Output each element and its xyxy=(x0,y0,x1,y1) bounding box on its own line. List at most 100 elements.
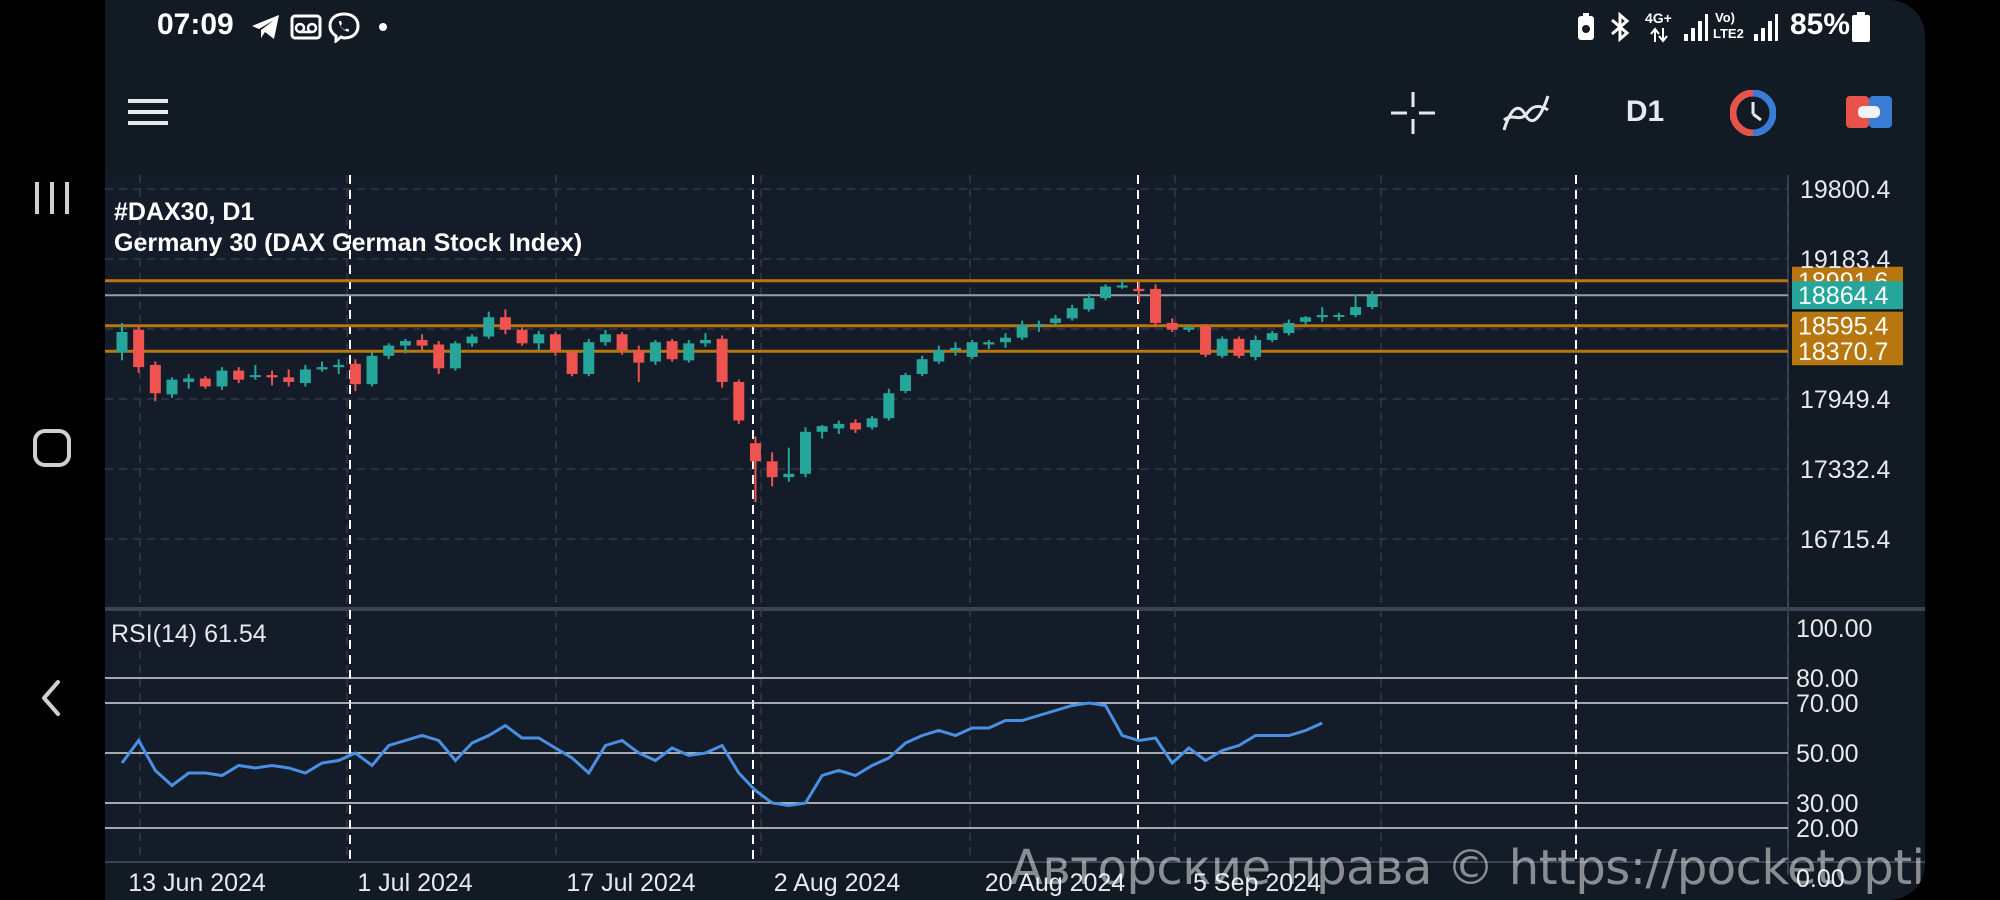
rsi-axis-label: 0.00 xyxy=(1796,865,1845,893)
candle-body xyxy=(1366,295,1378,308)
candle-body xyxy=(749,443,761,462)
date-axis-label: 1 Jul 2024 xyxy=(357,869,472,897)
candle-body xyxy=(683,343,695,361)
candle-body xyxy=(1300,317,1312,322)
alarm-icon xyxy=(1578,13,1594,40)
candle-body xyxy=(1016,325,1028,338)
home-icon[interactable] xyxy=(22,418,82,478)
instrument-name: Germany 30 (DAX German Stock Index) xyxy=(114,229,582,257)
candle-body xyxy=(1333,314,1345,317)
candle-body xyxy=(783,473,795,478)
price-marker-box xyxy=(1792,337,1903,366)
rsi-axis-label: 100.00 xyxy=(1796,615,1872,643)
candle-body xyxy=(1000,337,1012,343)
candle-body xyxy=(533,334,545,344)
candle-body xyxy=(649,342,661,362)
candle-body xyxy=(166,379,178,395)
rsi-panel-background xyxy=(105,612,1788,862)
date-axis-label: 5 Sep 2024 xyxy=(1193,869,1321,897)
candle-body xyxy=(833,423,845,429)
candle-body xyxy=(899,375,911,391)
network-type-indicator: 4G+ xyxy=(1645,10,1677,44)
candle-body xyxy=(483,317,495,337)
clock: 07:09 xyxy=(157,8,234,41)
system-navigation-bar xyxy=(0,0,105,900)
candle-body xyxy=(499,317,511,330)
candle-body xyxy=(366,355,378,385)
copyright-watermark: Авторские права © https://pocketoption.r… xyxy=(1010,840,1925,896)
app-screen: 07:09 4G+ xyxy=(105,0,1925,900)
candle-body xyxy=(233,370,245,380)
candle-body xyxy=(283,377,295,382)
candle-body xyxy=(1350,307,1362,315)
date-axis-label: 2 Aug 2024 xyxy=(774,869,901,897)
candle-body xyxy=(333,364,345,368)
candle-body xyxy=(449,343,461,369)
candle-body xyxy=(1250,339,1262,357)
candle-body xyxy=(466,336,478,344)
rsi-axis-label: 50.00 xyxy=(1796,740,1859,768)
price-axis-label: 17332.4 xyxy=(1800,456,1890,484)
telegram-icon xyxy=(252,15,279,39)
price-marker-label: 18370.7 xyxy=(1798,338,1888,366)
timer-icon[interactable] xyxy=(1730,90,1776,136)
candle-body xyxy=(733,381,745,421)
candle-body xyxy=(1033,324,1045,327)
rsi-axis-label: 70.00 xyxy=(1796,690,1859,718)
indicators-icon[interactable] xyxy=(1500,90,1552,136)
price-axis-label: 17949.4 xyxy=(1800,386,1890,414)
symbol-title: #DAX30, D1 xyxy=(114,198,254,226)
candle-body xyxy=(1066,308,1078,319)
menu-icon[interactable] xyxy=(125,92,171,132)
candle-body xyxy=(799,431,811,474)
candle-body xyxy=(199,378,211,387)
candle-body xyxy=(699,339,711,344)
price-marker-label: 18595.4 xyxy=(1798,313,1888,341)
candle-body xyxy=(416,339,428,346)
chart-axes: 18991.618864.418595.418370.719800.419183… xyxy=(128,176,1903,897)
candle-body xyxy=(1216,338,1228,356)
chart-toolbar: D1 xyxy=(105,52,1925,172)
back-icon[interactable] xyxy=(22,668,82,728)
chart-area[interactable]: 18991.618864.418595.418370.719800.419183… xyxy=(105,0,1925,900)
price-axis-label: 19183.4 xyxy=(1800,246,1890,274)
rsi-panel xyxy=(105,677,1788,829)
candle-body xyxy=(249,375,261,378)
battery-icon xyxy=(1852,12,1870,42)
viber-icon xyxy=(328,12,360,43)
timeframe-button[interactable]: D1 xyxy=(1625,95,1665,128)
candle-body xyxy=(883,393,895,419)
candle-body xyxy=(933,350,945,362)
status-bar: 07:09 4G+ xyxy=(105,0,1925,52)
candle-body xyxy=(1233,338,1245,356)
candle-body xyxy=(916,359,928,374)
candle-body xyxy=(849,422,861,430)
candle-body xyxy=(1116,285,1128,288)
candle-body xyxy=(383,345,395,356)
candle-body xyxy=(1200,326,1212,355)
candle-body xyxy=(966,342,978,357)
candle-body xyxy=(766,461,778,478)
candle-body xyxy=(583,342,595,374)
crosshair-icon[interactable] xyxy=(1388,90,1438,136)
candle-body xyxy=(216,370,228,387)
candle-body xyxy=(1150,288,1162,323)
date-axis-label: 13 Jun 2024 xyxy=(128,869,266,897)
voicemail-icon xyxy=(290,14,322,40)
battery-percentage: 85% xyxy=(1790,8,1851,41)
recent-apps-icon[interactable] xyxy=(22,168,82,228)
candlestick-series xyxy=(116,279,1378,503)
candle-body xyxy=(716,338,728,382)
toggle-icon[interactable] xyxy=(1845,94,1893,130)
rsi-label: RSI(14) 61.54 xyxy=(111,620,267,648)
network-type-label: 4G+ xyxy=(1645,10,1672,26)
price-axis-label: 19800.4 xyxy=(1800,176,1890,204)
rsi-line xyxy=(120,701,1323,808)
candle-body xyxy=(616,334,628,351)
date-axis-label: 20 Aug 2024 xyxy=(985,869,1126,897)
candle-body xyxy=(983,342,995,345)
candle-body xyxy=(349,363,361,385)
volte-label-top: Vo) xyxy=(1715,10,1735,25)
volte-indicator: Vo) LTE2 xyxy=(1713,10,1749,44)
candle-body xyxy=(1316,314,1328,318)
